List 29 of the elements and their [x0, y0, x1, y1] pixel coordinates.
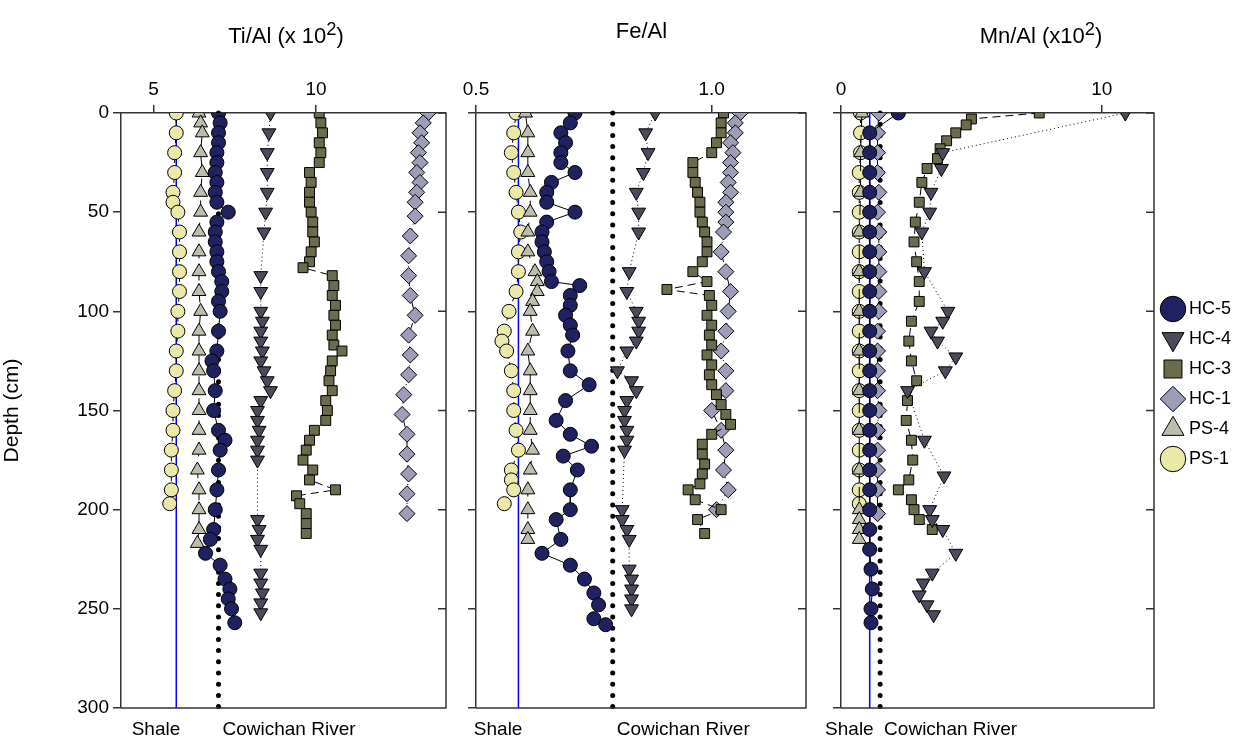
- chart-title: Ti/Al (x 10$^{2}$): [227, 18, 345, 50]
- x-tick-label: 1.0: [698, 77, 725, 99]
- legend-label: HC-1: [1189, 387, 1232, 408]
- y-tick-label: 100: [77, 299, 109, 321]
- ref-line-label: Shale: [825, 718, 874, 740]
- legend-label: HC-3: [1189, 357, 1232, 378]
- y-tick-label: 150: [77, 398, 109, 420]
- ref-line-label: Cowichan River: [222, 718, 357, 740]
- x-tick-label: 10: [1091, 77, 1113, 99]
- x-tick-label: 0.5: [462, 77, 490, 99]
- y-tick-label: 300: [77, 696, 109, 718]
- legend-label: HC-5: [1189, 297, 1232, 318]
- ref-line-label: Cowichan River: [884, 718, 1018, 740]
- legend-label: PS-1: [1189, 447, 1230, 468]
- y-axis-title: Depth (cm): [0, 358, 23, 463]
- ref-line-label: Cowichan River: [616, 718, 751, 740]
- ref-line-label: Shale: [131, 718, 181, 740]
- legend-label: PS-4: [1189, 417, 1230, 438]
- x-tick-label: 10: [305, 77, 327, 99]
- y-tick-label: 200: [77, 497, 109, 519]
- chart-title: Mn/Al (x10$^{2}$): [978, 18, 1104, 50]
- y-tick-label: 50: [87, 200, 109, 222]
- y-tick-label: 250: [77, 597, 109, 619]
- x-tick-label: 0: [835, 77, 847, 99]
- y-tick-label: 0: [98, 101, 109, 123]
- chart-title: Fe/Al: [614, 18, 669, 44]
- x-tick-label: 5: [148, 77, 159, 99]
- legend-label: HC-4: [1189, 327, 1232, 348]
- ref-line-label: Shale: [473, 718, 523, 740]
